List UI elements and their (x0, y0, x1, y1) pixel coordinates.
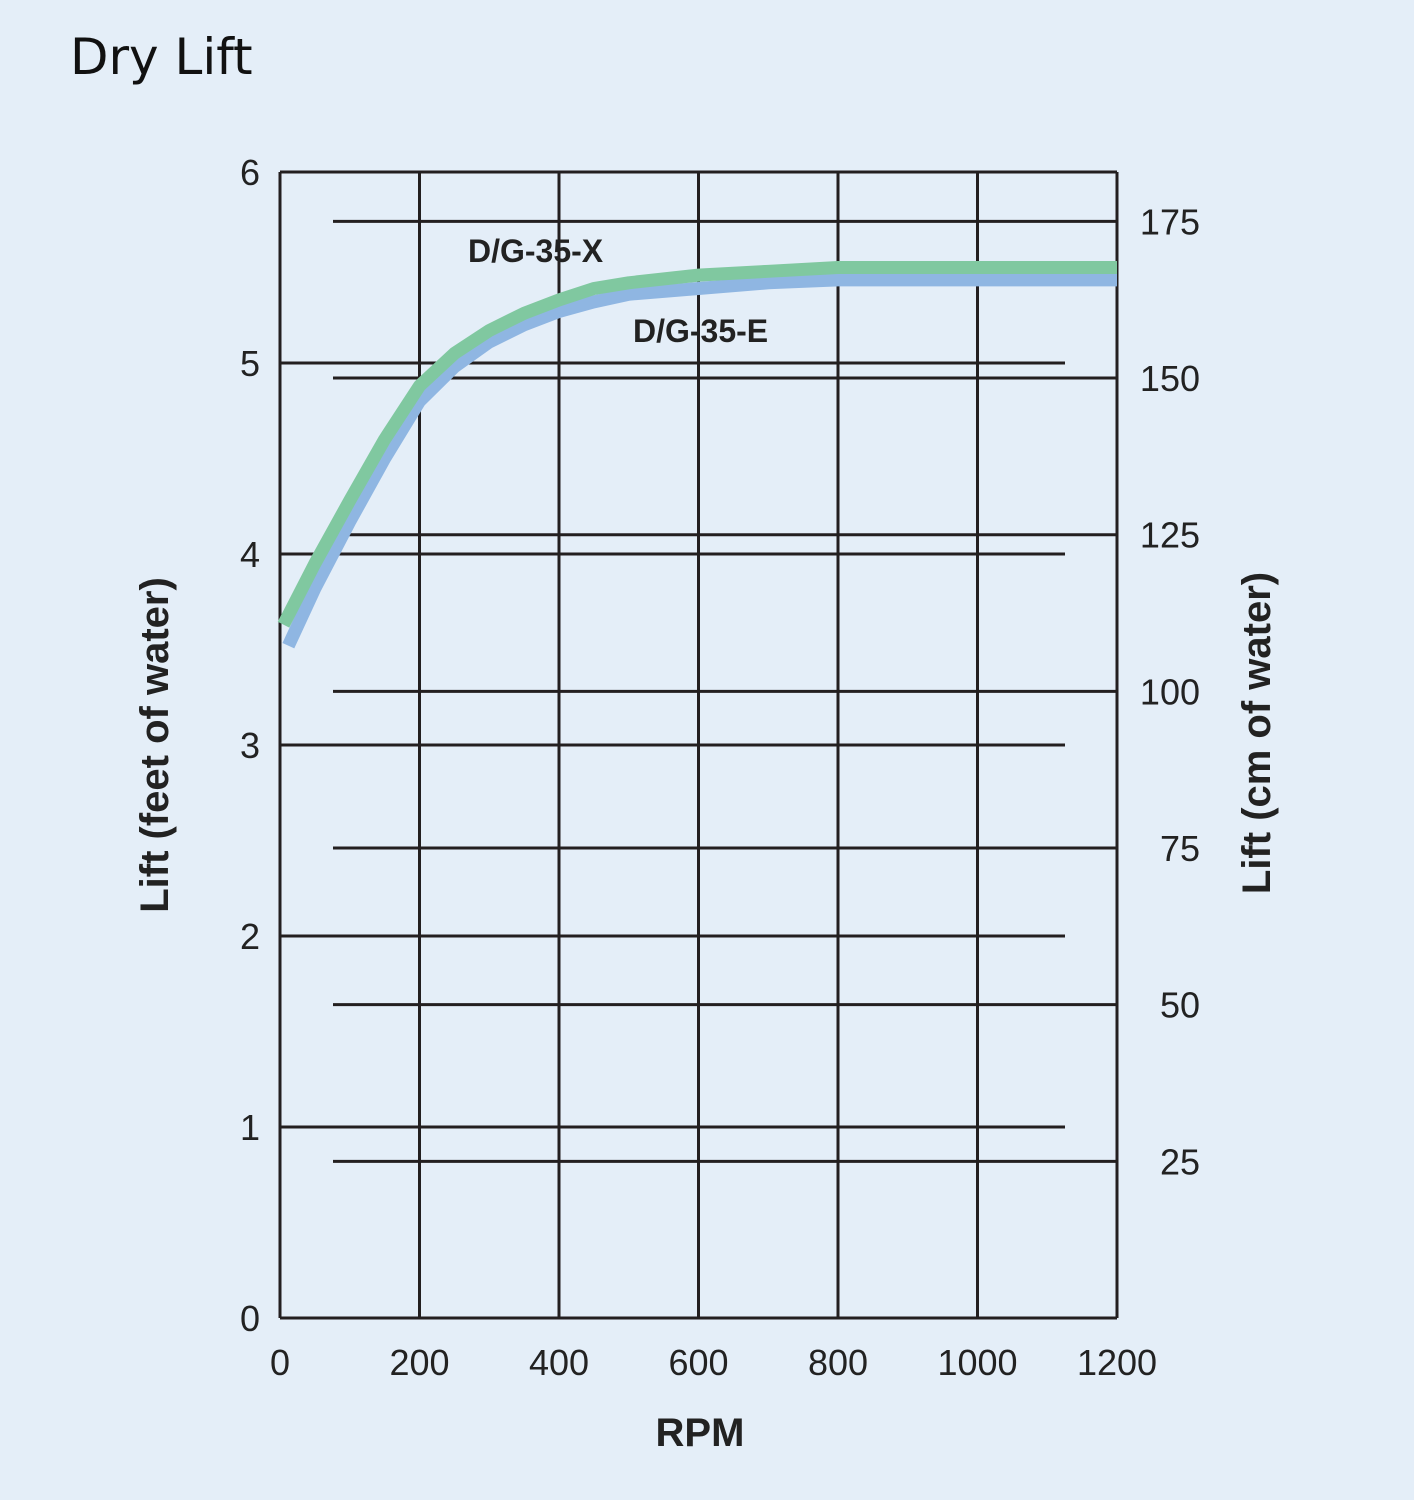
y2-tick-label: 100 (1140, 671, 1200, 712)
y-tick-label: 2 (240, 916, 260, 957)
y-tick-label: 6 (240, 152, 260, 193)
series-label: D/G-35-X (468, 233, 604, 269)
y2-tick-label: 125 (1140, 515, 1200, 556)
x-tick-label: 1000 (937, 1342, 1017, 1383)
y-tick-label: 3 (240, 725, 260, 766)
x-tick-label: 0 (270, 1342, 290, 1383)
x-tick-label: 600 (668, 1342, 728, 1383)
y-tick-label: 1 (240, 1107, 260, 1148)
x-tick-label: 400 (529, 1342, 589, 1383)
y-tick-label: 4 (240, 534, 260, 575)
y2-tick-label: 50 (1160, 985, 1200, 1026)
y2-tick-label: 175 (1140, 201, 1200, 242)
y-tick-label: 0 (240, 1298, 260, 1339)
y2-tick-label: 150 (1140, 358, 1200, 399)
y-axis-label: Lift (feet of water) (133, 577, 177, 913)
series-label: D/G-35-E (633, 313, 768, 349)
chart-title: Dry Lift (70, 28, 253, 86)
y-tick-label: 5 (240, 343, 260, 384)
y2-tick-label: 25 (1160, 1141, 1200, 1182)
x-tick-label: 800 (808, 1342, 868, 1383)
y2-tick-label: 75 (1160, 828, 1200, 869)
x-axis-label: RPM (656, 1411, 745, 1455)
series-line-d/g-35-e (282, 273, 1117, 649)
series-line-d/g-35-x (277, 261, 1117, 628)
x-tick-label: 200 (389, 1342, 449, 1383)
x-tick-label: 1200 (1077, 1342, 1157, 1383)
y2-axis-label: Lift (cm of water) (1235, 572, 1279, 894)
